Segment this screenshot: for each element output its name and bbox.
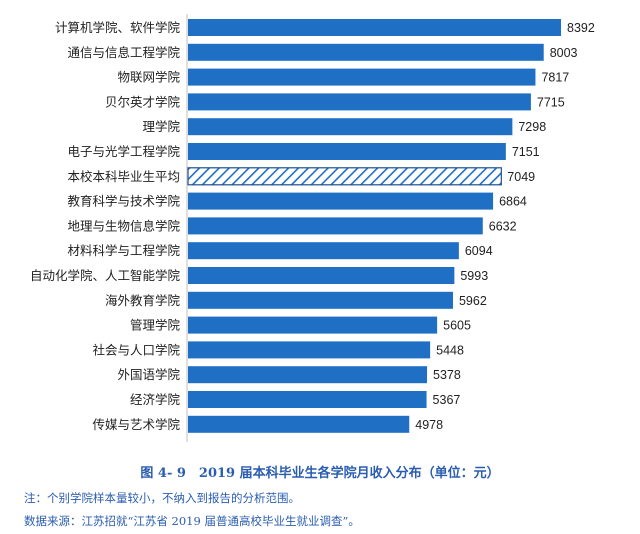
figure-caption: 图 4- 9 2019 届本科毕业生各学院月收入分布（单位：元） <box>140 466 500 481</box>
category-label: 地理与生物信息学院 <box>67 218 180 233</box>
category-label: 物联网学院 <box>117 70 180 85</box>
bar-average <box>187 167 502 186</box>
category-label: 本校本科毕业生平均 <box>67 169 180 184</box>
bar <box>188 19 561 36</box>
category-label: 电子与光学工程学院 <box>67 144 180 159</box>
bar <box>188 192 494 210</box>
bar <box>188 341 431 359</box>
category-label: 通信与信息工程学院 <box>67 45 180 60</box>
data-source-note: 数据来源：江苏招就“江苏省 2019 届普通高校毕业生就业调查”。 <box>24 514 360 528</box>
bar <box>188 217 483 235</box>
value-label: 5993 <box>460 269 488 283</box>
value-label: 8392 <box>567 21 595 35</box>
bar <box>188 366 428 384</box>
category-label: 理学院 <box>142 119 180 134</box>
bar <box>188 415 410 433</box>
bar <box>188 43 544 61</box>
category-label: 经济学院 <box>130 392 181 407</box>
value-label: 5605 <box>443 319 471 333</box>
category-label: 自动化学院、人工智能学院 <box>30 268 181 283</box>
category-label: 传媒与艺术学院 <box>92 417 180 432</box>
bar <box>188 143 506 160</box>
category-label: 社会与人口学院 <box>92 342 180 357</box>
category-label: 贝尔英才学院 <box>105 94 181 109</box>
value-label: 7151 <box>512 145 540 159</box>
category-label: 海外教育学院 <box>105 293 181 308</box>
value-label: 4978 <box>415 418 443 432</box>
category-label: 材料科学与工程学院 <box>67 243 180 258</box>
value-label: 5367 <box>433 393 461 407</box>
value-label: 6864 <box>499 195 527 209</box>
value-label: 5378 <box>433 368 461 382</box>
bar-chart: 计算机学院、软件学院 8392 通信与信息工程学院 8003 物联网学院 7817 贝尔英才… <box>30 14 595 442</box>
value-label: 7049 <box>507 170 535 184</box>
bar <box>188 242 459 260</box>
category-label: 计算机学院、软件学院 <box>55 20 181 35</box>
sample-note: 注：个别学院样本量较小，不纳入到报告的分析范围。 <box>24 491 300 505</box>
value-label: 5962 <box>459 294 487 308</box>
value-label: 5448 <box>436 343 464 357</box>
value-label: 6632 <box>489 219 517 233</box>
category-label: 外国语学院 <box>117 367 180 382</box>
bar <box>188 291 453 309</box>
bar <box>188 316 438 334</box>
value-label: 7817 <box>541 71 569 85</box>
bar <box>188 391 427 408</box>
bar <box>188 267 455 284</box>
value-label: 7715 <box>537 95 565 109</box>
bar <box>188 118 513 136</box>
value-label: 8003 <box>550 46 578 60</box>
category-label: 管理学院 <box>130 318 181 333</box>
value-label: 7298 <box>518 120 546 134</box>
category-label: 教育科学与技术学院 <box>67 194 180 209</box>
bar <box>188 68 536 86</box>
value-label: 6094 <box>465 244 493 258</box>
bar <box>188 93 531 111</box>
